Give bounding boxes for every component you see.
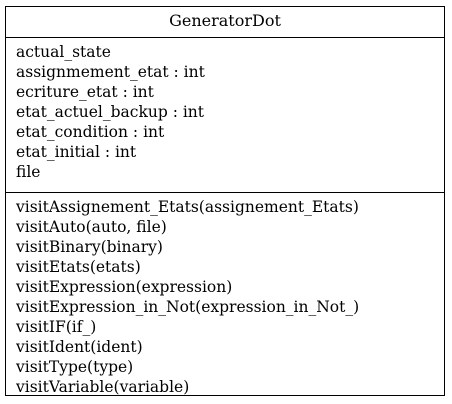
attribute: etat_actuel_backup : int bbox=[16, 103, 205, 121]
method: visitIdent(ident) bbox=[16, 338, 143, 356]
method: visitAssignement_Etats(assignement_Etats… bbox=[16, 198, 359, 216]
attribute: actual_state bbox=[16, 43, 111, 61]
class-name: GeneratorDot bbox=[6, 7, 444, 38]
attributes-compartment: actual_state assignmement_etat : int ecr… bbox=[6, 38, 444, 193]
method: visitVariable(variable) bbox=[16, 378, 190, 396]
attribute: file bbox=[16, 163, 41, 181]
method: visitExpression(expression) bbox=[16, 278, 233, 296]
method: visitIF(if_) bbox=[16, 318, 97, 336]
uml-class-box: GeneratorDot actual_state assignmement_e… bbox=[5, 6, 445, 396]
method: visitEtats(etats) bbox=[16, 258, 141, 276]
attribute: etat_condition : int bbox=[16, 123, 165, 141]
method: visitBinary(binary) bbox=[16, 238, 163, 256]
method: visitType(type) bbox=[16, 358, 134, 376]
method: visitExpression_in_Not(expression_in_Not… bbox=[16, 298, 360, 316]
attribute: etat_initial : int bbox=[16, 143, 137, 161]
methods-compartment: visitAssignement_Etats(assignement_Etats… bbox=[6, 193, 444, 397]
method: visitAuto(auto, file) bbox=[16, 218, 167, 236]
attribute: ecriture_etat : int bbox=[16, 83, 154, 101]
attribute: assignmement_etat : int bbox=[16, 63, 205, 81]
